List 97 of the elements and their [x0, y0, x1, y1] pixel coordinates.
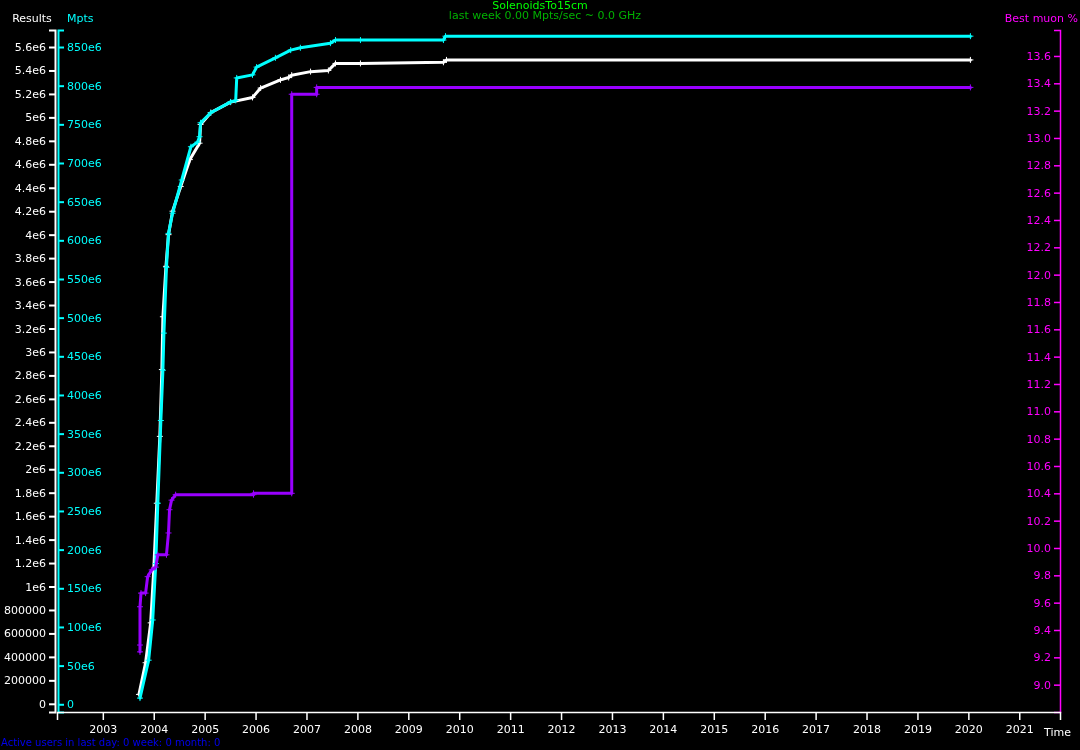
y2-tick-label: 800e6 — [67, 79, 102, 93]
y3-tick-label: 10.6 — [1026, 460, 1051, 474]
y3-tick-label: 11.0 — [1026, 405, 1051, 419]
y3-tick-label: 10.8 — [1026, 432, 1051, 446]
x-tick-label: 2021 — [1005, 722, 1034, 736]
x-tick-label: 2009 — [394, 722, 423, 736]
y-tick-label: 3.2e6 — [14, 322, 46, 336]
y3-tick-label: 11.2 — [1026, 378, 1051, 391]
x-tick-label: 2008 — [343, 722, 372, 736]
x-axis-title: Time — [1043, 726, 1072, 739]
y2-tick-label: 300e6 — [67, 466, 102, 480]
y2-tick-label: 50e6 — [67, 659, 95, 673]
y-tick-label: 400000 — [4, 650, 46, 664]
y2-tick-label: 0 — [67, 698, 74, 712]
y3-tick-label: 9.2 — [1033, 651, 1051, 665]
x-tick-label: 2005 — [191, 722, 220, 736]
y-tick-label: 800000 — [4, 603, 46, 617]
y3-tick-label: 11.8 — [1026, 296, 1051, 309]
y3-tick-label: 11.4 — [1026, 350, 1051, 364]
y2-tick-label: 600e6 — [67, 234, 102, 248]
y-tick-label: 5.2e6 — [14, 87, 46, 101]
y2-tick-label: 450e6 — [67, 350, 102, 364]
y-axis-title: Results — [12, 12, 53, 25]
y-tick-label: 4.4e6 — [14, 181, 46, 195]
y-tick-label: 2e6 — [25, 463, 46, 477]
y2-tick-label: 650e6 — [67, 195, 102, 209]
y3-tick-label: 10.0 — [1026, 542, 1051, 556]
x-tick-label: 2014 — [649, 722, 678, 736]
y-tick-label: 4.2e6 — [14, 205, 46, 219]
y2-tick-label: 700e6 — [67, 157, 102, 171]
y3-tick-label: 12.0 — [1026, 268, 1051, 282]
y2-tick-label: 100e6 — [67, 620, 102, 634]
y2-tick-label: 200e6 — [67, 543, 102, 557]
x-tick-label: 2012 — [547, 722, 576, 736]
y3-tick-label: 12.6 — [1026, 186, 1051, 200]
y-tick-label: 2.4e6 — [14, 416, 46, 430]
y3-tick-label: 10.4 — [1026, 487, 1051, 501]
y2-tick-label: 850e6 — [67, 41, 102, 55]
y-tick-label: 5.4e6 — [14, 64, 46, 78]
y2-tick-label: 250e6 — [67, 504, 102, 518]
y2-tick-label: 350e6 — [67, 427, 102, 441]
y-tick-label: 200000 — [4, 674, 46, 688]
y-tick-label: 3.8e6 — [14, 252, 46, 266]
y-tick-label: 3e6 — [25, 345, 46, 359]
y-tick-label: 1.4e6 — [14, 533, 46, 547]
y3-tick-label: 10.2 — [1026, 514, 1051, 528]
y3-tick-label: 13.4 — [1026, 77, 1051, 91]
x-tick-label: 2020 — [954, 722, 983, 736]
y3-tick-label: 12.8 — [1026, 159, 1051, 173]
x-tick-label: 2011 — [496, 722, 525, 736]
x-tick-label: 2015 — [700, 722, 729, 736]
y3-tick-label: 13.2 — [1026, 104, 1051, 118]
y-tick-label: 3.4e6 — [14, 299, 46, 313]
y3-tick-label: 13.0 — [1026, 131, 1051, 145]
y2-tick-label: 400e6 — [67, 388, 102, 402]
y3-axis-title: Best muon % — [1004, 12, 1078, 25]
y2-tick-label: 750e6 — [67, 118, 102, 132]
y-tick-label: 3.6e6 — [14, 275, 46, 289]
x-tick-label: 2004 — [140, 722, 169, 736]
x-tick-label: 2010 — [445, 722, 474, 736]
text: Active users in last day: 0 week: 0 month: 0 — [1, 737, 221, 748]
y3-tick-label: 9.8 — [1033, 569, 1051, 583]
y-tick-label: 1e6 — [25, 580, 46, 594]
y2-tick-label: 550e6 — [67, 273, 102, 286]
y2-axis-title: Mpts — [67, 12, 94, 25]
y3-tick-label: 12.2 — [1026, 241, 1051, 255]
y-tick-label: 5e6 — [25, 111, 46, 125]
x-tick-label: 2006 — [242, 722, 271, 736]
y-tick-label: 4.8e6 — [14, 134, 46, 148]
x-tick-label: 2019 — [903, 722, 932, 736]
y3-tick-label: 12.4 — [1026, 214, 1051, 227]
y3-tick-label: 9.0 — [1033, 678, 1051, 692]
y3-tick-label: 9.6 — [1033, 596, 1051, 610]
y-tick-label: 4e6 — [25, 228, 46, 242]
y-tick-label: 2.6e6 — [14, 392, 46, 406]
y-tick-label: 5.6e6 — [14, 41, 46, 55]
y-tick-label: 1.2e6 — [14, 557, 46, 571]
x-tick-label: 2003 — [89, 722, 118, 736]
x-tick-label: 2007 — [292, 722, 321, 736]
chart-subtitle: last week 0.00 Mpts/sec ~ 0.0 GHz — [448, 9, 642, 22]
y2-tick-label: 150e6 — [67, 582, 102, 596]
y3-tick-label: 11.6 — [1026, 323, 1051, 337]
x-tick-label: 2016 — [751, 722, 780, 736]
y2-tick-label: 500e6 — [67, 311, 102, 325]
y-tick-label: 0 — [39, 697, 46, 711]
y-tick-label: 2.8e6 — [14, 369, 46, 383]
y-tick-label: 1.8e6 — [14, 486, 46, 500]
y-tick-label: 2.2e6 — [14, 439, 46, 453]
x-tick-label: 2017 — [802, 722, 831, 736]
y3-tick-label: 13.6 — [1026, 49, 1051, 63]
x-tick-label: 2013 — [598, 722, 627, 736]
chart-title: SolenoidsTo15cm — [492, 0, 588, 12]
y-tick-label: 4.6e6 — [14, 158, 46, 172]
y-tick-label: 600000 — [4, 627, 46, 641]
y3-tick-label: 9.4 — [1033, 624, 1051, 638]
x-tick-label: 2018 — [853, 722, 882, 736]
y-tick-label: 1.6e6 — [14, 510, 46, 524]
